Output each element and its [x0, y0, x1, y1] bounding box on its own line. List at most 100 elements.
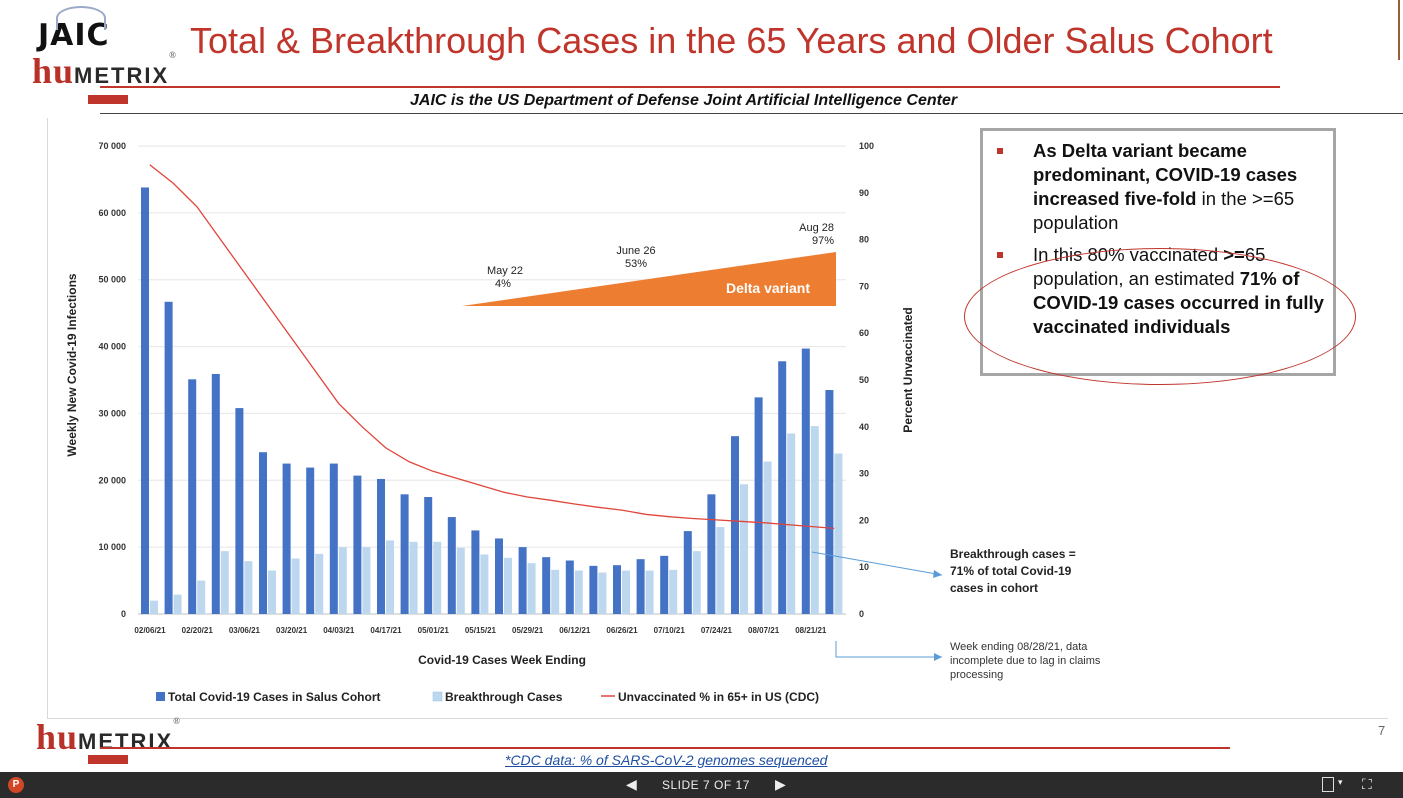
bar-total	[542, 557, 551, 614]
bar-total	[377, 478, 385, 614]
x-tick-label: 04/17/21	[370, 626, 402, 635]
week-ending-annotation: Week ending 08/28/21, data incomplete du…	[950, 640, 1100, 682]
footnote-link[interactable]: *CDC data: % of SARS-CoV-2 genomes seque…	[505, 752, 828, 768]
bar-breakthrough	[692, 551, 701, 614]
triangle-left-icon: ◀	[626, 776, 637, 792]
bar-breakthrough	[150, 600, 158, 614]
bar-total	[801, 348, 810, 614]
bar-total	[164, 301, 173, 614]
powerpoint-app-icon[interactable]: P	[8, 777, 24, 793]
jaic-logo: JAIC	[38, 6, 110, 53]
bar-breakthrough	[433, 541, 442, 614]
highlight-ellipse	[964, 248, 1356, 385]
x-tick-label: 05/29/21	[512, 626, 544, 635]
bar-breakthrough	[834, 453, 843, 614]
legend-label-line: Unvaccinated % in 65+ in US (CDC)	[618, 690, 819, 704]
y2-tick-label: 0	[859, 609, 864, 619]
footer-rule-block	[88, 755, 128, 764]
y2-tick-label: 80	[859, 235, 869, 245]
bar-breakthrough	[810, 426, 819, 614]
arrow-head-icon	[934, 653, 942, 661]
bar-breakthrough	[456, 547, 465, 614]
arrow-head-icon	[933, 570, 942, 578]
y-tick-label: 60 000	[98, 208, 126, 218]
footer-rule	[100, 747, 1230, 749]
y-tick-label: 30 000	[98, 408, 126, 418]
humetrix-logo-reg: ®	[169, 50, 177, 60]
jaic-logo-arc	[56, 6, 106, 30]
bar-total	[211, 373, 220, 614]
bar-total	[754, 397, 763, 614]
bar-breakthrough	[480, 554, 489, 614]
line-unvaccinated	[149, 164, 835, 530]
bar-breakthrough	[598, 572, 607, 614]
x-tick-label: 07/10/21	[654, 626, 686, 635]
bar-breakthrough	[409, 541, 418, 614]
week-ending-annotation-line: incomplete due to lag in claims	[950, 655, 1101, 667]
humetrix-logo-reg: ®	[173, 716, 181, 726]
bar-breakthrough	[268, 570, 276, 614]
humetrix-logo-hu: hu	[32, 51, 75, 91]
right-edge-rule	[1398, 0, 1400, 60]
y-tick-label: 40 000	[98, 342, 126, 352]
bar-total	[707, 494, 716, 614]
bar-breakthrough	[527, 563, 536, 614]
bar-total	[636, 559, 645, 614]
y2-tick-label: 100	[859, 141, 874, 151]
week-ending-annotation-line: Week ending 08/28/21, data	[950, 641, 1088, 653]
bar-total	[353, 475, 362, 614]
breakthrough-annotation: Breakthrough cases = 71% of total Covid-…	[950, 546, 1076, 597]
breakthrough-annotation-line: cases in cohort	[950, 581, 1039, 595]
status-bar: P ◀ SLIDE 7 OF 17 ▶ ▾ ⛶	[0, 772, 1403, 798]
x-tick-label: 05/15/21	[465, 626, 497, 635]
humetrix-logo-metrix: METRIX	[78, 729, 174, 754]
bar-breakthrough	[173, 594, 182, 614]
slide-subtitle: JAIC is the US Department of Defense Joi…	[410, 92, 958, 109]
bar-breakthrough	[716, 527, 725, 614]
delta-date-label: May 22	[487, 265, 523, 277]
legend-label-total: Total Covid-19 Cases in Salus Cohort	[168, 690, 380, 704]
chevron-down-icon[interactable]: ▾	[1338, 777, 1343, 787]
legend-label-breakthrough: Breakthrough Cases	[445, 690, 563, 704]
bar-total	[731, 436, 739, 614]
week-ending-bracket	[835, 641, 942, 658]
y2-tick-label: 70	[859, 281, 869, 291]
x-tick-label: 03/20/21	[276, 626, 308, 635]
bar-breakthrough	[763, 461, 772, 614]
bar-total	[235, 408, 244, 614]
bar-total	[589, 565, 598, 614]
x-tick-label: 02/06/21	[134, 626, 166, 635]
y2-tick-label: 10	[859, 562, 869, 572]
callout-bullet-1-text: in the >=65 population	[1033, 188, 1295, 233]
bar-total	[141, 187, 149, 615]
y-axis-title: Weekly New Covid-19 Infections	[65, 273, 79, 456]
bar-total	[306, 467, 315, 614]
bar-total	[329, 463, 338, 614]
delta-date-label: Aug 28	[799, 222, 834, 234]
breakthrough-annotation-line: 71% of total Covid-19	[950, 564, 1072, 578]
delta-variant-label: Delta variant	[726, 280, 810, 296]
bar-breakthrough	[197, 580, 206, 614]
fit-to-window-icon[interactable]: ⛶	[1362, 776, 1372, 792]
bar-total	[400, 494, 409, 614]
bar-breakthrough	[574, 570, 583, 614]
chart: 0 10 000 20 000 30 000 40 000 50 000 60 000 70 …	[65, 141, 943, 704]
prev-slide-button[interactable]: ◀	[626, 776, 637, 793]
y-tick-label: 10 000	[98, 542, 126, 552]
slide-number: 7	[1378, 723, 1386, 738]
bar-total	[259, 452, 267, 614]
y2-tick-label: 50	[859, 375, 869, 385]
bar-breakthrough	[338, 547, 347, 614]
x-tick-label: 03/06/21	[229, 626, 261, 635]
notes-icon[interactable]	[1322, 777, 1334, 792]
x-tick-label: 08/21/21	[795, 626, 827, 635]
bar-breakthrough	[315, 553, 324, 614]
humetrix-logo-bottom: huMETRIX ®	[36, 716, 180, 758]
x-tick-label: 08/07/21	[748, 626, 780, 635]
y2-axis-title: Percent Unvaccinated	[901, 307, 915, 432]
next-slide-button[interactable]: ▶	[775, 776, 786, 793]
x-axis-title: Covid-19 Cases Week Ending	[418, 653, 586, 667]
slide-indicator: SLIDE 7 OF 17	[662, 778, 750, 792]
x-tick-label: 04/03/21	[323, 626, 355, 635]
bar-breakthrough	[291, 558, 300, 614]
